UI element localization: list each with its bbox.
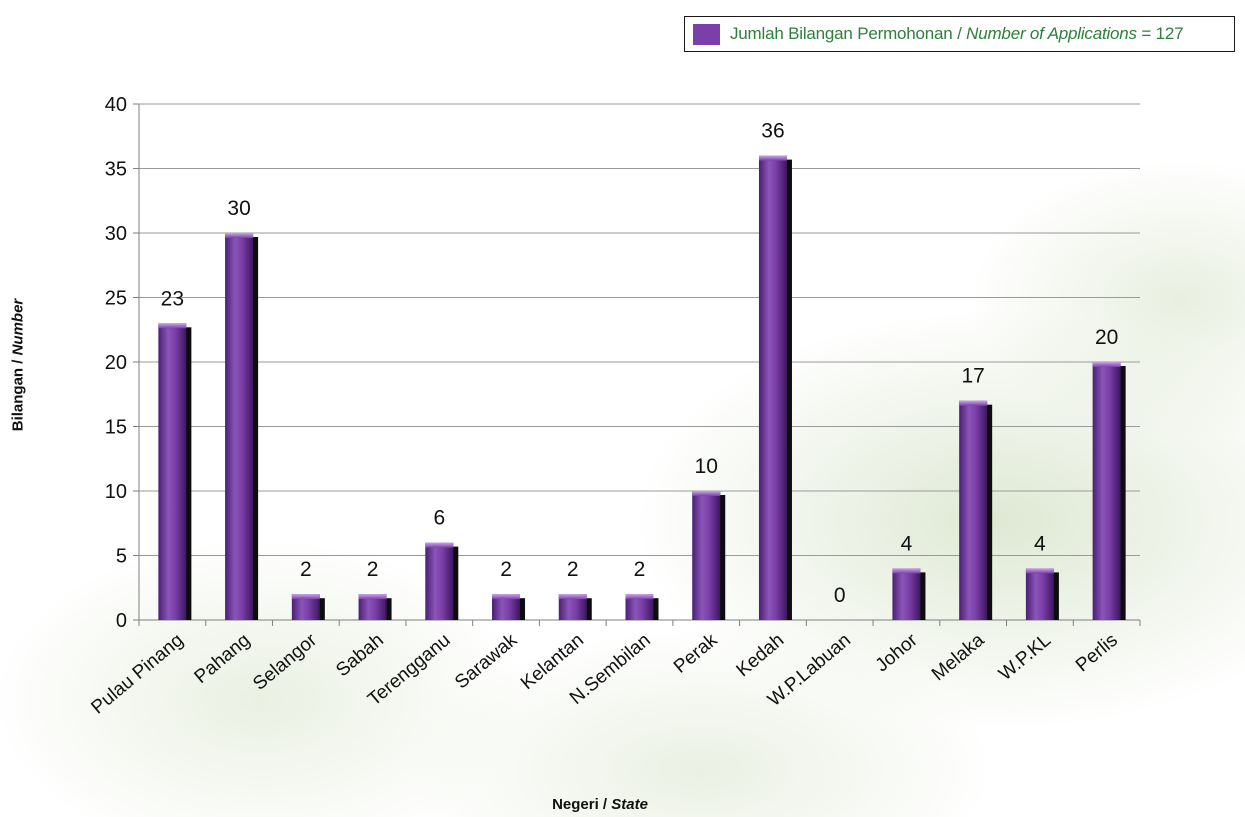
x-axis-title-main: Negeri / — [552, 796, 612, 813]
chart-legend: Jumlah Bilangan Permohonan / Number of A… — [684, 16, 1235, 52]
y-axis-title-main: Bilangan / — [9, 355, 27, 432]
bar-cap — [492, 594, 521, 600]
bar-cap — [758, 155, 787, 161]
bar-cap — [625, 594, 654, 600]
data-label: 2 — [300, 558, 312, 581]
y-tick-label: 30 — [105, 223, 127, 245]
x-tick-label: Selangor — [249, 629, 321, 694]
bar — [1025, 568, 1054, 620]
y-tick-label: 40 — [105, 94, 127, 116]
bar — [1092, 362, 1121, 620]
bar-cap — [291, 594, 320, 600]
legend-swatch — [693, 23, 720, 45]
bar-cap — [959, 400, 988, 406]
bar — [959, 400, 988, 620]
y-tick-label: 5 — [116, 546, 127, 568]
x-tick-label: Perak — [670, 629, 722, 677]
x-tick-label: Sarawak — [451, 629, 522, 693]
data-label: 4 — [901, 532, 913, 555]
bar-cap — [358, 594, 387, 600]
bar — [225, 233, 254, 620]
y-tick-label: 10 — [105, 481, 127, 503]
data-label: 20 — [1095, 326, 1118, 349]
bar-cap — [225, 233, 254, 238]
bar-cap — [158, 323, 187, 329]
bar — [758, 155, 787, 620]
data-label: 36 — [761, 120, 784, 143]
data-label: 23 — [161, 287, 184, 310]
y-axis-title-italic: Number — [9, 298, 27, 356]
data-label: 6 — [433, 507, 445, 530]
x-tick-label: Johor — [872, 629, 922, 676]
bars — [158, 155, 1126, 620]
bar — [425, 542, 454, 620]
data-label: 2 — [367, 558, 379, 581]
x-tick-label: Pahang — [191, 630, 255, 688]
x-tick-label: Kedah — [733, 630, 789, 681]
data-label: 17 — [961, 365, 984, 388]
data-label: 10 — [695, 455, 718, 478]
x-tick-label: Perlis — [1072, 630, 1122, 677]
y-tick-label: 35 — [105, 159, 127, 181]
y-tick-label: 15 — [105, 417, 127, 439]
data-label: 30 — [227, 197, 250, 220]
bar-cap — [892, 568, 921, 574]
x-axis-title: Negeri / State — [552, 796, 648, 813]
legend-label-italic: Number of Applications — [966, 24, 1137, 43]
data-labels: 23 30 2 2 6 2 2 2 10 36 0 4 17 4 20 — [161, 120, 1119, 607]
x-tick-label: Melaka — [928, 629, 989, 685]
legend-label: Jumlah Bilangan Permohonan / Number of A… — [730, 24, 1184, 44]
y-tick-label: 20 — [105, 352, 127, 374]
x-tick-label: Sabah — [332, 630, 388, 681]
bar-cap — [1025, 568, 1054, 574]
legend-label-main: Jumlah Bilangan Permohonan / — [730, 24, 967, 43]
bar-cap — [425, 542, 454, 548]
y-axis-title: Bilangan / Number — [10, 299, 27, 432]
legend-label-total: = 127 — [1136, 24, 1184, 43]
data-label: 2 — [634, 558, 646, 581]
bar — [692, 491, 721, 620]
data-label: 4 — [1034, 532, 1046, 555]
bar — [892, 568, 921, 620]
data-label: 2 — [567, 558, 579, 581]
data-label: 0 — [834, 584, 846, 607]
bar-cap — [692, 491, 721, 496]
bar-cap — [1092, 362, 1121, 367]
y-tick-labels: 0 5 10 15 20 25 30 35 40 — [105, 94, 127, 632]
bar-cap — [558, 594, 587, 600]
y-tick-label: 0 — [116, 610, 127, 632]
bar — [158, 323, 187, 620]
y-tick-label: 25 — [105, 288, 127, 310]
data-label: 2 — [500, 558, 512, 581]
x-axis-title-italic: State — [611, 796, 648, 813]
x-tick-label: Pulau Pinang — [87, 630, 187, 719]
x-tick-label: W.P.KL — [995, 630, 1055, 685]
